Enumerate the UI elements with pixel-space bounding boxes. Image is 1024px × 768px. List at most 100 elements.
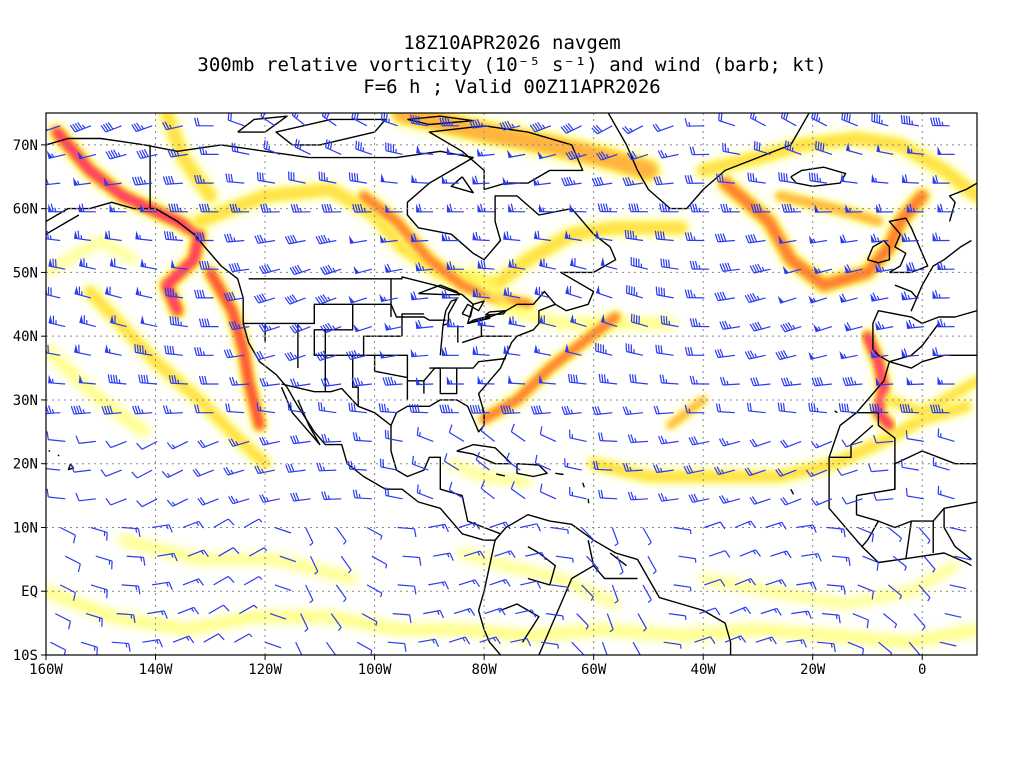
wind-barb <box>873 492 894 501</box>
vorticity-band <box>699 561 960 608</box>
coastline-segment <box>538 565 638 655</box>
wind-barb <box>746 402 766 414</box>
coastline-segment <box>834 410 838 414</box>
wind-barb <box>239 604 258 615</box>
wind-barb <box>749 321 771 332</box>
wind-barb <box>801 553 822 562</box>
wind-barb <box>663 641 682 649</box>
wind-barb <box>475 451 490 471</box>
vorticity-band <box>46 343 150 437</box>
wind-barb <box>109 257 127 270</box>
coastline-segment <box>461 323 483 344</box>
wind-barb <box>808 235 827 244</box>
wind-barb <box>870 292 889 302</box>
wind-barb <box>868 463 889 473</box>
wind-barb <box>539 314 557 328</box>
wind-barb <box>348 295 368 304</box>
wind-barb <box>857 584 874 600</box>
wind-barb <box>285 463 306 473</box>
wind-barb <box>923 555 936 573</box>
wind-barb <box>770 550 792 559</box>
wind-barb <box>719 320 740 330</box>
wind-barb <box>541 641 559 649</box>
wind-barb <box>508 258 526 270</box>
coastline-segment <box>894 239 972 312</box>
coastline-segment <box>461 300 485 318</box>
wind-barb <box>778 172 797 184</box>
wind-barb <box>939 641 957 647</box>
wind-barb <box>624 229 643 242</box>
wind-barb <box>318 402 337 414</box>
coastline-segment <box>866 239 891 264</box>
wind-barb <box>352 203 372 213</box>
wind-barb <box>715 403 735 414</box>
wind-barb <box>379 234 398 243</box>
wind-barb <box>203 633 225 643</box>
wind-barb <box>194 232 214 242</box>
coastline-segment <box>516 463 548 478</box>
wind-barb <box>811 376 832 387</box>
wind-barb <box>930 117 950 127</box>
wind-barb <box>309 555 319 575</box>
wind-barb <box>223 291 245 302</box>
wind-barb <box>290 204 311 213</box>
wind-barb <box>182 578 204 586</box>
wind-barb <box>229 203 250 213</box>
wind-barb <box>844 322 863 332</box>
wind-barb <box>611 584 619 604</box>
wind-barb <box>325 641 337 655</box>
wind-barb <box>949 526 967 532</box>
x-axis: 160W 140W 120W 100W 80W 60W 40W 20W 0 <box>29 655 926 678</box>
wind-barb <box>291 113 306 127</box>
wind-barb <box>248 547 268 557</box>
wind-barb <box>744 467 766 477</box>
coastline-segment <box>439 325 444 356</box>
wind-barb <box>476 148 495 157</box>
wind-barb <box>95 555 113 570</box>
vorticity-contour <box>588 401 971 482</box>
wind-barb <box>529 121 552 133</box>
coastline-segment <box>48 449 51 453</box>
wind-barb <box>315 294 337 305</box>
wind-barb <box>684 175 705 184</box>
wind-barb <box>208 604 230 615</box>
wind-barb <box>321 433 342 443</box>
wind-barb <box>69 121 92 133</box>
wind-barb <box>749 113 766 127</box>
coastline-segment <box>587 498 590 504</box>
wind-barb <box>720 203 740 213</box>
wind-barb <box>380 113 398 127</box>
wind-barb <box>384 263 403 273</box>
wind-barb <box>256 172 275 184</box>
wind-barb <box>225 173 245 184</box>
wind-barb <box>85 613 103 627</box>
wind-barb <box>826 526 846 538</box>
coastline-segment <box>46 214 80 235</box>
wind-barb <box>611 527 619 547</box>
wind-barb <box>75 435 96 444</box>
wind-barb <box>284 234 306 245</box>
wind-barb <box>913 613 926 631</box>
vorticity-band <box>46 586 977 648</box>
wind-barb <box>844 264 863 274</box>
wind-barb <box>428 581 449 590</box>
wind-barb <box>353 265 372 275</box>
wind-barb <box>869 403 889 414</box>
vorticity-contour <box>394 113 657 179</box>
wind-barb <box>50 641 67 655</box>
vorticity-band <box>774 190 884 227</box>
wind-barb <box>684 346 705 356</box>
wind-barb <box>48 203 66 213</box>
wind-barb <box>101 405 122 415</box>
wind-barb <box>402 555 422 566</box>
wind-barb <box>259 436 280 446</box>
wind-barb <box>930 404 950 414</box>
wind-barb <box>441 289 459 299</box>
wind-barb <box>289 323 311 334</box>
wind-barb <box>290 492 311 502</box>
wind-barb <box>734 520 757 529</box>
wind-barb <box>264 641 282 649</box>
wind-barb <box>229 376 250 386</box>
wind-barb <box>351 113 368 127</box>
vorticity-contour <box>46 236 138 277</box>
